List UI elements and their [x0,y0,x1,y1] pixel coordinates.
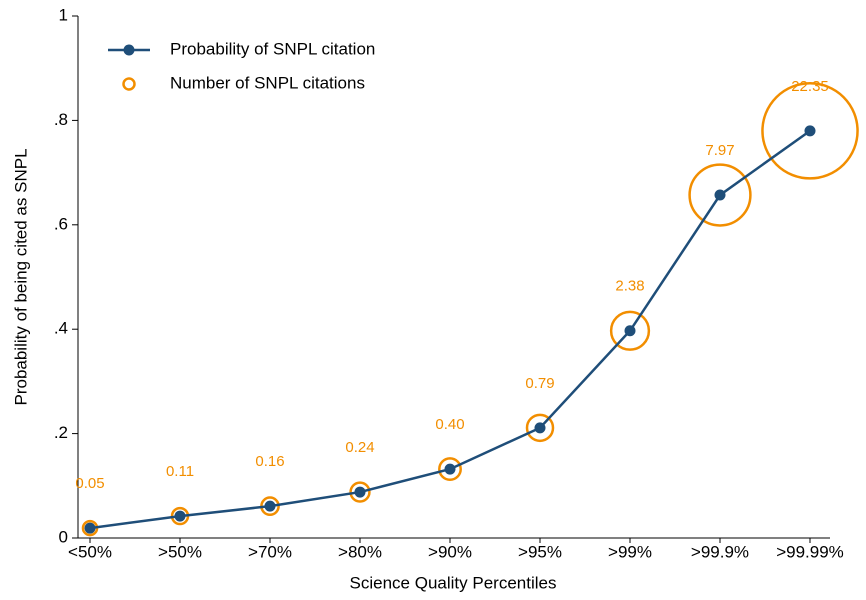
bubble [688,163,752,227]
bubble [761,82,859,180]
y-tick-label: .8 [54,110,68,129]
point [84,522,96,534]
y-tick-label: 0 [59,527,68,546]
bubble-label: 0.40 [435,416,464,433]
y-tick-label: .2 [54,423,68,442]
bubble-label: 0.05 [75,475,104,492]
legend-label: Number of SNPL citations [170,73,365,92]
bubble-label: 0.16 [255,453,284,470]
legend-label: Probability of SNPL citation [170,39,375,58]
point [174,510,186,522]
x-tick-label: >99% [608,542,652,561]
point [444,463,456,475]
y-tick-label: 1 [59,5,68,24]
bubble-label: 2.38 [615,278,644,295]
x-tick-label: >50% [158,542,202,561]
bubble-label: 22.35 [791,78,829,95]
x-tick-label: >99.9% [691,542,749,561]
bubble-label: 0.24 [345,439,374,456]
bubble-label: 0.79 [525,375,554,392]
y-tick-label: .4 [54,319,68,338]
legend-point [123,44,135,56]
point [804,125,816,137]
point [624,325,636,337]
x-tick-label: >90% [428,542,472,561]
bubble [525,413,555,443]
bubble [349,481,371,503]
bubble [609,310,651,351]
y-tick-label: .6 [54,214,68,233]
x-axis-label: Science Quality Percentiles [350,573,557,592]
x-tick-label: >95% [518,542,562,561]
point [714,189,726,201]
bubble-label: 0.11 [166,463,194,480]
point [354,486,366,498]
x-tick-label: >99.99% [776,542,844,561]
x-tick-label: <50% [68,542,112,561]
x-tick-label: >80% [338,542,382,561]
bubble-label: 7.97 [705,142,734,159]
x-tick-label: >70% [248,542,292,561]
legend-bubble [122,77,136,91]
point [264,500,276,512]
y-axis-label: Probability of being cited as SNPL [11,148,30,405]
bubble [438,457,462,482]
point [534,422,546,434]
